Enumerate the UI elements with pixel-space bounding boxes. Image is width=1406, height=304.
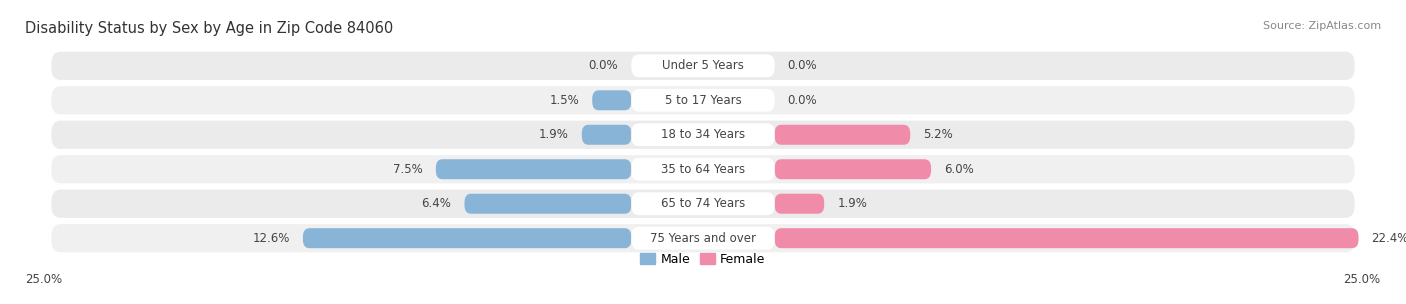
FancyBboxPatch shape [52, 155, 1354, 183]
Text: Disability Status by Sex by Age in Zip Code 84060: Disability Status by Sex by Age in Zip C… [25, 21, 394, 36]
FancyBboxPatch shape [436, 159, 631, 179]
Text: 5 to 17 Years: 5 to 17 Years [665, 94, 741, 107]
Legend: Male, Female: Male, Female [641, 253, 765, 266]
FancyBboxPatch shape [52, 86, 1354, 114]
FancyBboxPatch shape [52, 224, 1354, 252]
Text: 6.0%: 6.0% [943, 163, 974, 176]
FancyBboxPatch shape [775, 228, 1358, 248]
FancyBboxPatch shape [631, 192, 775, 215]
FancyBboxPatch shape [52, 52, 1354, 80]
FancyBboxPatch shape [592, 90, 631, 110]
Text: 6.4%: 6.4% [422, 197, 451, 210]
Text: 18 to 34 Years: 18 to 34 Years [661, 128, 745, 141]
FancyBboxPatch shape [631, 89, 775, 112]
Text: 25.0%: 25.0% [1344, 273, 1381, 286]
FancyBboxPatch shape [631, 123, 775, 146]
Text: 1.5%: 1.5% [550, 94, 579, 107]
FancyBboxPatch shape [52, 121, 1354, 149]
Text: 0.0%: 0.0% [589, 59, 619, 72]
FancyBboxPatch shape [631, 227, 775, 250]
Text: 35 to 64 Years: 35 to 64 Years [661, 163, 745, 176]
FancyBboxPatch shape [631, 158, 775, 181]
FancyBboxPatch shape [464, 194, 631, 214]
Text: 1.9%: 1.9% [538, 128, 569, 141]
Text: 22.4%: 22.4% [1372, 232, 1406, 245]
Text: 0.0%: 0.0% [787, 94, 817, 107]
FancyBboxPatch shape [52, 190, 1354, 218]
Text: 65 to 74 Years: 65 to 74 Years [661, 197, 745, 210]
FancyBboxPatch shape [775, 159, 931, 179]
Text: 7.5%: 7.5% [394, 163, 423, 176]
FancyBboxPatch shape [775, 125, 910, 145]
Text: 5.2%: 5.2% [924, 128, 953, 141]
Text: 75 Years and over: 75 Years and over [650, 232, 756, 245]
FancyBboxPatch shape [582, 125, 631, 145]
FancyBboxPatch shape [775, 194, 824, 214]
Text: 0.0%: 0.0% [787, 59, 817, 72]
Text: 12.6%: 12.6% [253, 232, 290, 245]
Text: Under 5 Years: Under 5 Years [662, 59, 744, 72]
Text: 25.0%: 25.0% [25, 273, 62, 286]
FancyBboxPatch shape [302, 228, 631, 248]
Text: Source: ZipAtlas.com: Source: ZipAtlas.com [1263, 21, 1381, 31]
FancyBboxPatch shape [631, 54, 775, 77]
Text: 1.9%: 1.9% [837, 197, 868, 210]
